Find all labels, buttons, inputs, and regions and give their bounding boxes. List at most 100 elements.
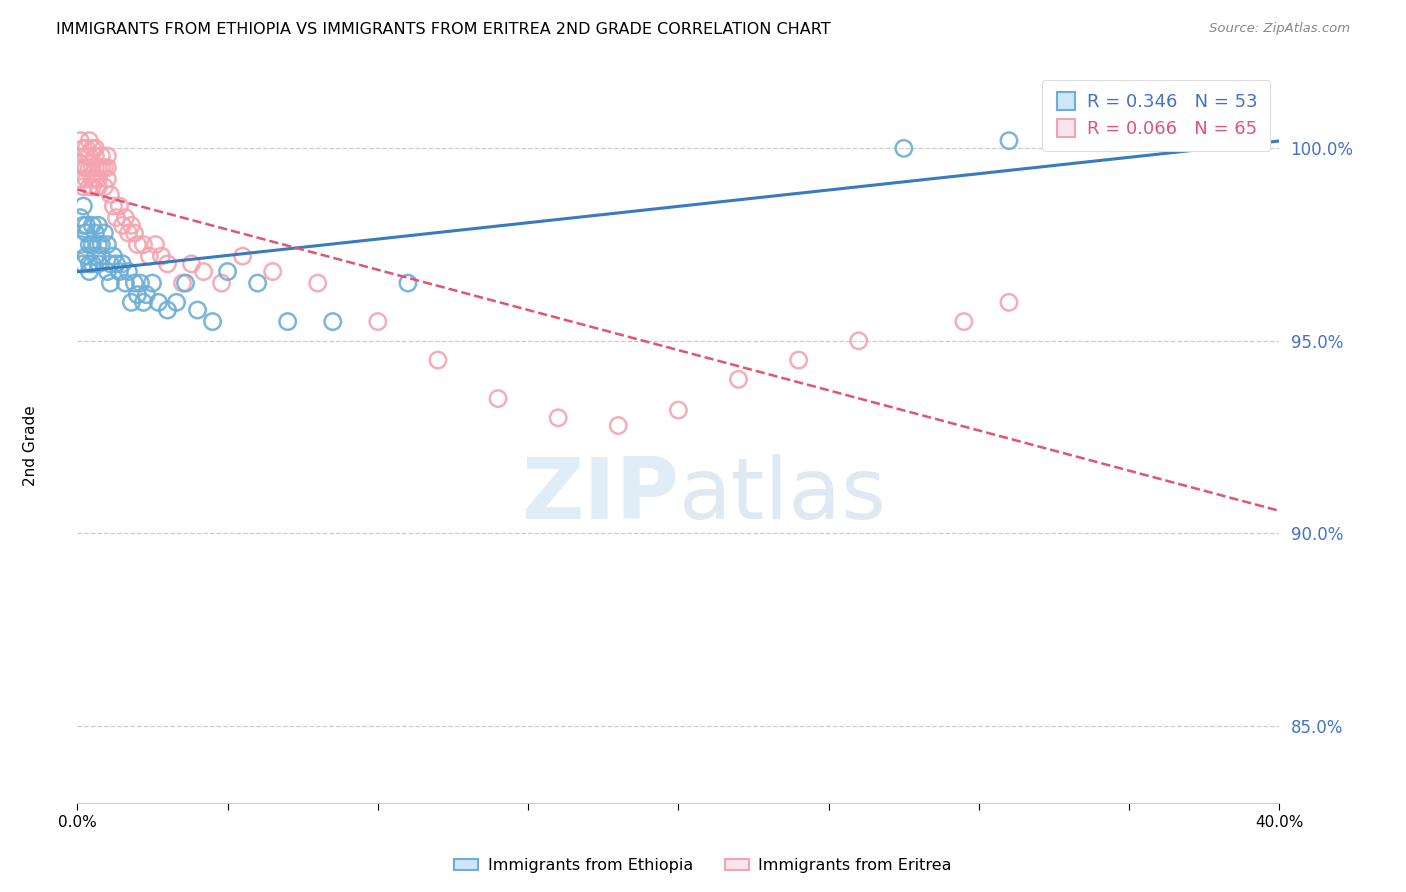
Point [893,141,915,155]
Point [72,199,94,213]
Point [1178,111,1201,125]
Point [84,249,107,263]
Point [84,161,107,175]
Point [82,257,104,271]
Point [156,303,179,318]
Point [111,219,134,233]
Point [117,264,139,278]
Point [96,161,118,175]
Point [100,276,122,290]
Point [486,392,509,406]
Point [96,264,118,278]
Point [180,257,202,271]
Point [998,134,1021,148]
Point [75,172,97,186]
Point [953,315,976,329]
Point [150,249,173,263]
Point [427,353,450,368]
Point [75,149,97,163]
Point [90,237,112,252]
Point [79,149,101,163]
Point [246,276,269,290]
Point [93,161,115,175]
Point [79,134,101,148]
Point [141,276,163,290]
Point [79,179,101,194]
Point [668,403,690,417]
Point [132,237,155,252]
Point [87,161,110,175]
Point [322,315,344,329]
Point [201,315,224,329]
Point [607,418,630,433]
Point [84,172,107,186]
Point [82,161,104,175]
Point [96,237,118,252]
Point [87,257,110,271]
Point [69,134,91,148]
Point [367,315,389,329]
Point [172,276,194,290]
Point [114,276,136,290]
Point [138,249,160,263]
Point [127,287,149,301]
Point [120,219,142,233]
Point [211,276,233,290]
Point [79,237,101,252]
Point [87,172,110,186]
Point [69,157,91,171]
Point [135,287,157,301]
Point [848,334,870,348]
Point [75,219,97,233]
Point [96,149,118,163]
Legend: R = 0.346   N = 53, R = 0.066   N = 65: R = 0.346 N = 53, R = 0.066 N = 65 [1042,80,1271,151]
Point [72,161,94,175]
Point [124,276,146,290]
Point [174,276,197,290]
Point [84,141,107,155]
Point [75,141,97,155]
Point [72,257,94,271]
Point [90,249,112,263]
Point [232,249,254,263]
Text: Source: ZipAtlas.com: Source: ZipAtlas.com [1209,22,1350,36]
Point [129,276,152,290]
Point [100,187,122,202]
Point [124,226,146,240]
Point [75,161,97,175]
Point [105,257,128,271]
Point [787,353,810,368]
Point [100,257,122,271]
Point [90,149,112,163]
Point [69,172,91,186]
Point [120,295,142,310]
Text: atlas: atlas [679,454,886,537]
Point [277,315,299,329]
Point [127,237,149,252]
Point [90,161,112,175]
Point [262,264,284,278]
Point [72,179,94,194]
Point [93,179,115,194]
Point [108,199,131,213]
Point [998,295,1021,310]
Text: IMMIGRANTS FROM ETHIOPIA VS IMMIGRANTS FROM ERITREA 2ND GRADE CORRELATION CHART: IMMIGRANTS FROM ETHIOPIA VS IMMIGRANTS F… [56,22,831,37]
Point [84,226,107,240]
Point [103,199,125,213]
Point [82,219,104,233]
Point [75,226,97,240]
Point [87,219,110,233]
Point [79,264,101,278]
Point [193,264,215,278]
Point [72,141,94,155]
Point [72,219,94,233]
Point [396,276,419,290]
Point [111,257,134,271]
Point [166,295,188,310]
Point [69,237,91,252]
Point [307,276,329,290]
Point [148,295,170,310]
Point [82,172,104,186]
Point [79,161,101,175]
Point [156,257,179,271]
